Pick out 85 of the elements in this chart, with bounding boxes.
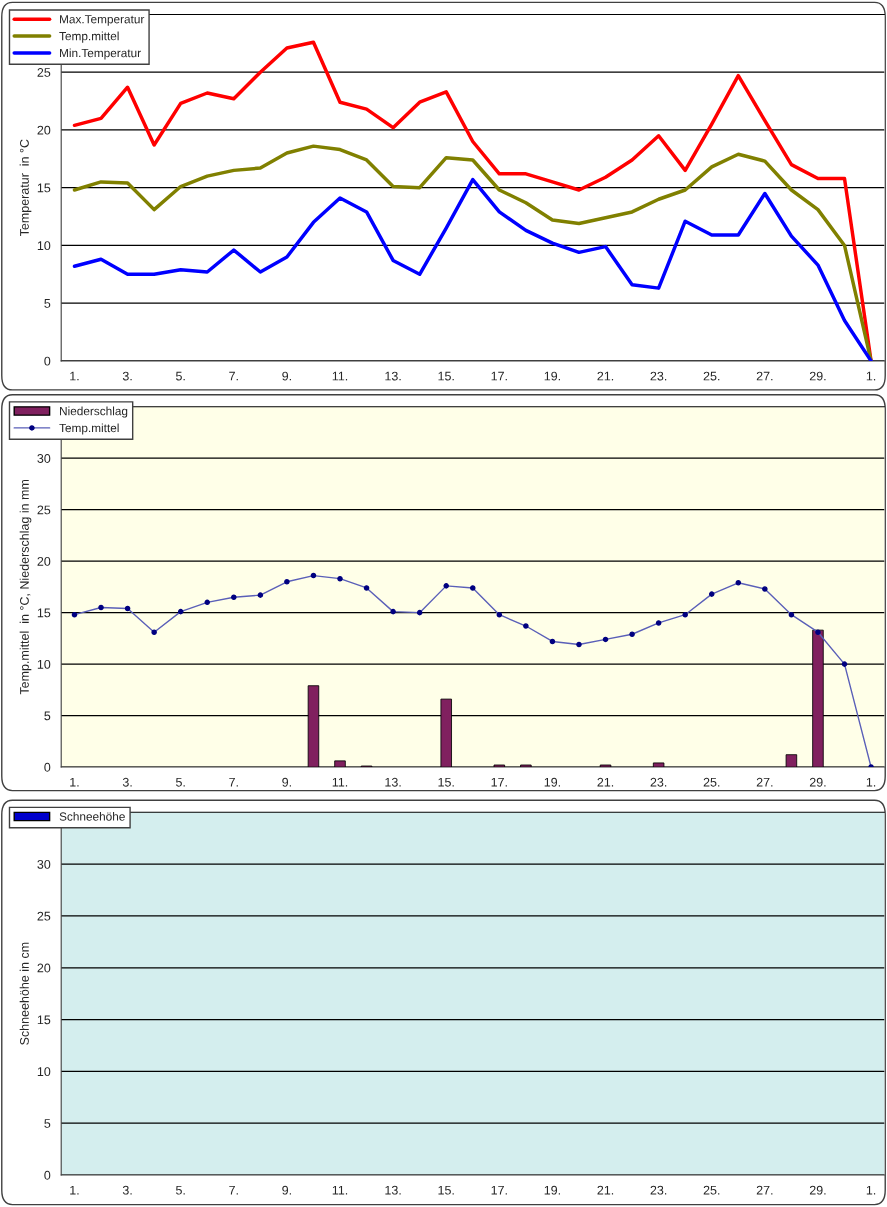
line-series bbox=[72, 144, 873, 361]
x-tick-label: 5. bbox=[175, 777, 185, 787]
x-tick-label: 13. bbox=[385, 371, 401, 381]
x-tick-label: 25. bbox=[703, 371, 720, 381]
x-tick-label: 29. bbox=[809, 777, 826, 787]
y-tick-label: 5 bbox=[44, 299, 51, 308]
x-tick-label: 23. bbox=[650, 777, 667, 787]
x-tick-label: 13. bbox=[385, 777, 401, 787]
x-tick-label: 23. bbox=[650, 1185, 667, 1195]
x-tick-label: 25. bbox=[703, 1185, 720, 1195]
y-tick-label: 20 bbox=[37, 556, 51, 566]
y-tick-label: 5 bbox=[44, 1119, 51, 1128]
y-tick-label: 30 bbox=[37, 859, 51, 869]
x-tick-label: 7. bbox=[229, 371, 238, 381]
legend-label: Temp.mittel bbox=[59, 31, 119, 43]
x-tick-label: 1. bbox=[70, 371, 79, 381]
y-tick-label: 10 bbox=[37, 659, 51, 669]
x-tick-label: 23. bbox=[650, 371, 667, 381]
y-tick-label: 0 bbox=[44, 762, 51, 772]
x-tick-label: 11. bbox=[332, 1185, 348, 1195]
y-tick-label: 10 bbox=[37, 1067, 51, 1077]
x-tick-label: 19. bbox=[544, 1185, 560, 1195]
y-tick-label: 20 bbox=[37, 125, 51, 135]
x-tick-label: 21. bbox=[597, 1185, 614, 1195]
x-tick-label: 27. bbox=[756, 371, 773, 381]
y-axis-title: Temperatur in °C bbox=[19, 139, 32, 237]
x-tick-label: 9. bbox=[282, 777, 291, 787]
x-tick-label: 29. bbox=[809, 1185, 826, 1195]
x-tick-label: 5. bbox=[175, 1185, 185, 1195]
x-tick-label: 15. bbox=[438, 777, 454, 787]
x-tick-label: 1. bbox=[866, 371, 876, 381]
y-tick-label: 20 bbox=[37, 963, 51, 973]
y-tick-label: 15 bbox=[37, 608, 51, 618]
x-tick-label: 17. bbox=[491, 371, 507, 381]
y-tick-label: 10 bbox=[37, 241, 51, 251]
y-axis-title: Temp.mittel in °C, Niederschlag in mm bbox=[19, 479, 32, 695]
x-tick-label: 29. bbox=[809, 371, 826, 381]
y-tick-label: 25 bbox=[37, 68, 51, 77]
x-tick-label: 25. bbox=[703, 777, 720, 787]
line-series bbox=[72, 177, 873, 361]
x-tick-label: 9. bbox=[282, 1185, 291, 1195]
x-tick-label: 27. bbox=[756, 1185, 773, 1195]
y-axis-title: Schneehöhe in cm bbox=[19, 942, 29, 1045]
y-tick-label: 25 bbox=[37, 505, 51, 515]
bar bbox=[599, 764, 612, 768]
y-tick-label: 0 bbox=[44, 1170, 51, 1180]
legend-label: Schneehöhe bbox=[59, 812, 125, 821]
x-tick-label: 1. bbox=[866, 1185, 876, 1195]
bar bbox=[652, 762, 665, 768]
legend-label: Min.Temperatur bbox=[60, 48, 141, 60]
bar bbox=[785, 754, 798, 768]
bar bbox=[493, 764, 506, 768]
legend-label: Max.Temperatur bbox=[60, 15, 145, 26]
x-tick-label: 1. bbox=[866, 777, 876, 787]
x-tick-label: 9. bbox=[282, 371, 291, 381]
x-tick-label: 17. bbox=[491, 1185, 507, 1195]
x-tick-label: 19. bbox=[544, 371, 560, 381]
x-tick-label: 1. bbox=[70, 1185, 79, 1195]
x-tick-label: 21. bbox=[597, 371, 614, 381]
y-tick-label: 15 bbox=[37, 183, 51, 193]
x-tick-label: 3. bbox=[122, 1185, 132, 1195]
y-tick-label: 15 bbox=[37, 1015, 51, 1025]
x-tick-label: 15. bbox=[438, 1185, 454, 1195]
x-tick-label: 17. bbox=[491, 777, 507, 787]
x-tick-label: 15. bbox=[438, 371, 454, 381]
bar bbox=[520, 764, 532, 768]
x-tick-label: 11. bbox=[332, 371, 348, 381]
y-tick-label: 5 bbox=[44, 711, 51, 721]
x-tick-label: 27. bbox=[756, 777, 773, 787]
x-tick-label: 19. bbox=[544, 777, 560, 787]
x-tick-label: 13. bbox=[385, 1185, 401, 1195]
y-tick-label: 0 bbox=[44, 356, 51, 366]
bar bbox=[334, 760, 346, 768]
y-tick-label: 30 bbox=[37, 454, 51, 463]
x-tick-label: 7. bbox=[229, 777, 238, 787]
x-tick-label: 1. bbox=[70, 777, 79, 787]
legend-label: Niederschlag bbox=[60, 406, 128, 418]
x-tick-label: 11. bbox=[332, 777, 348, 787]
x-tick-label: 7. bbox=[229, 1185, 238, 1195]
y-tick-label: 25 bbox=[37, 911, 51, 921]
x-tick-label: 21. bbox=[597, 777, 614, 787]
x-tick-label: 5. bbox=[175, 371, 185, 381]
x-tick-label: 3. bbox=[122, 371, 132, 381]
x-tick-label: 3. bbox=[122, 777, 132, 787]
legend-label: Temp.mittel bbox=[59, 423, 119, 435]
